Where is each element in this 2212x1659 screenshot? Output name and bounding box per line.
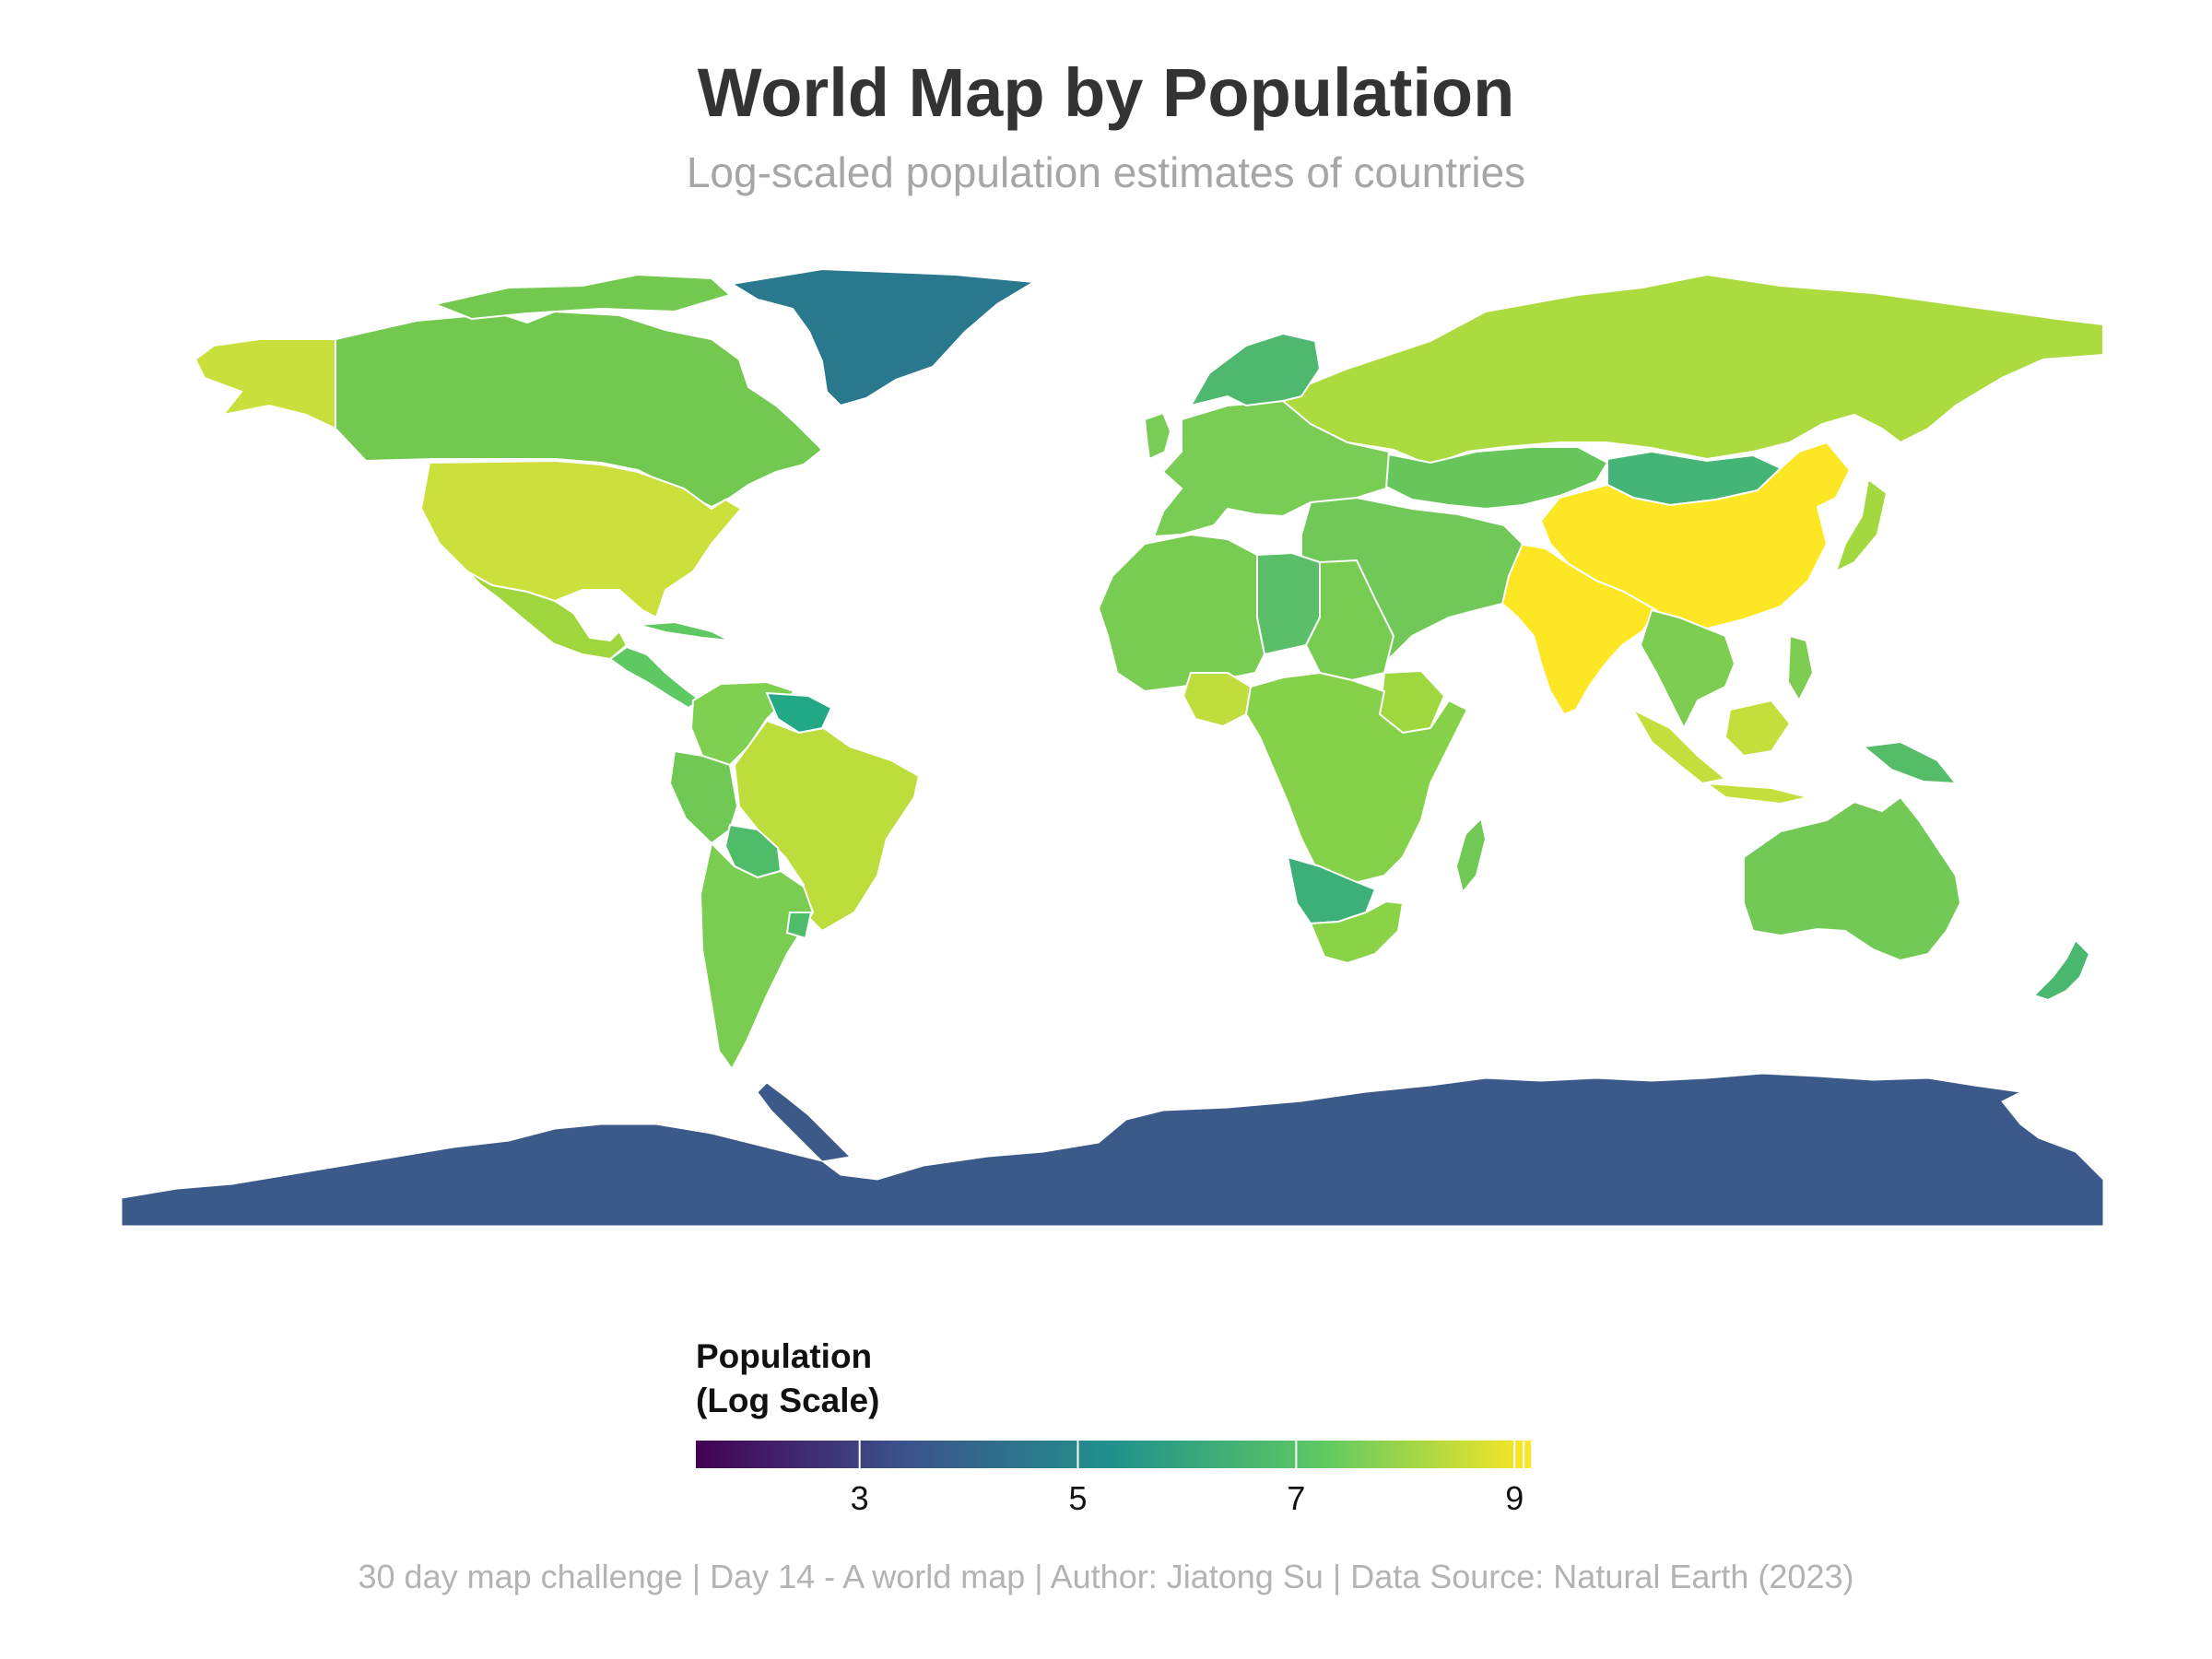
region-australia[interactable] [1743, 795, 1962, 962]
region-greenland[interactable] [729, 267, 1038, 407]
region-argentina[interactable] [699, 841, 815, 1071]
region-uk[interactable] [1143, 411, 1172, 461]
region-alaska[interactable] [194, 338, 336, 430]
region-antarctic-peninsula[interactable] [757, 1082, 852, 1162]
region-europe[interactable] [1152, 399, 1391, 538]
region-new-zealand[interactable] [2032, 938, 2091, 1002]
region-nordic[interactable] [1188, 332, 1322, 407]
legend-title-line1: Population [696, 1337, 873, 1375]
region-russia[interactable] [1277, 273, 2103, 467]
colorbar-ticks [858, 1441, 1525, 1468]
region-kazakhstan[interactable] [1373, 446, 1609, 511]
tick-label-9: 9 [1505, 1479, 1524, 1517]
region-central-america[interactable] [608, 645, 702, 710]
region-uruguay[interactable] [785, 912, 813, 940]
world-map [122, 267, 2103, 1226]
caption: 30 day map challenge | Day 14 - A world … [358, 1558, 1854, 1595]
region-egypt-sudan[interactable] [1304, 559, 1395, 682]
region-philippines[interactable] [1786, 634, 1815, 703]
region-south-africa[interactable] [1309, 900, 1405, 965]
region-java[interactable] [1703, 782, 1809, 806]
region-canada[interactable] [335, 310, 824, 509]
legend-title: Population (Log Scale) [696, 1335, 879, 1423]
tick-label-7: 7 [1287, 1479, 1306, 1517]
region-mexico[interactable] [466, 571, 629, 661]
region-central-africa[interactable] [1244, 671, 1469, 887]
legend-colorbar [696, 1441, 1531, 1468]
region-japan[interactable] [1834, 477, 1888, 573]
colorbar-gradient [696, 1441, 1531, 1468]
region-caribbean[interactable] [637, 620, 731, 641]
region-india[interactable] [1500, 542, 1658, 716]
region-indonesia[interactable] [1630, 707, 1728, 785]
map-title: World Map by Population [697, 54, 1515, 131]
region-nigeria[interactable] [1182, 672, 1253, 728]
region-southeast-asia[interactable] [1639, 608, 1736, 731]
legend-tick-labels: 3 5 7 9 [696, 1479, 1531, 1525]
tick-label-3: 3 [850, 1479, 869, 1517]
region-north-africa[interactable] [1097, 533, 1266, 693]
region-peru[interactable] [668, 749, 739, 845]
region-png[interactable] [1861, 740, 1959, 785]
region-madagascar[interactable] [1454, 817, 1488, 895]
legend-title-line2: (Log Scale) [696, 1382, 880, 1419]
region-canada-islands[interactable] [431, 273, 732, 321]
map-subtitle: Log-scaled population estimates of count… [686, 148, 1526, 196]
tick-label-5: 5 [1068, 1479, 1088, 1517]
region-antarctica[interactable] [122, 1073, 2103, 1226]
region-brazil[interactable] [733, 719, 921, 933]
region-borneo[interactable] [1724, 699, 1792, 758]
